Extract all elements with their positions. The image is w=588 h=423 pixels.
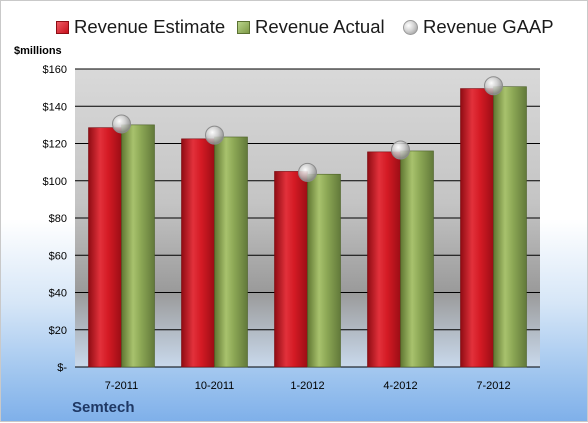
legend: Revenue Estimate Revenue Actual Revenue … xyxy=(1,16,588,42)
x-tick-label: 7-2011 xyxy=(105,380,138,392)
y-tick-label: $100 xyxy=(43,176,67,188)
legend-item-gaap: Revenue GAAP xyxy=(403,16,554,38)
bar-revenue-estimate xyxy=(367,151,401,368)
bar-revenue-estimate xyxy=(274,171,308,368)
legend-swatch-estimate xyxy=(56,20,69,34)
x-tick-label: 10-2011 xyxy=(195,380,235,392)
bar-revenue-estimate xyxy=(181,138,215,368)
bar-revenue-actual xyxy=(307,173,341,368)
bar-revenue-actual xyxy=(493,86,527,368)
legend-item-actual: Revenue Actual xyxy=(237,16,385,38)
legend-label-actual: Revenue Actual xyxy=(255,16,385,37)
x-tick-label: 7-2012 xyxy=(476,380,510,392)
marker-revenue-gaap xyxy=(391,140,410,160)
y-tick-label: $- xyxy=(57,362,67,374)
legend-swatch-actual xyxy=(237,20,250,34)
bar-revenue-actual xyxy=(121,124,155,368)
y-tick-label: $20 xyxy=(49,325,67,337)
legend-swatch-gaap xyxy=(403,19,418,35)
y-tick-label: $80 xyxy=(49,213,67,225)
bar-revenue-estimate xyxy=(460,88,494,368)
bar-revenue-actual xyxy=(400,150,434,368)
marker-revenue-gaap xyxy=(205,125,224,145)
company-label: Semtech xyxy=(72,399,135,416)
legend-item-estimate: Revenue Estimate xyxy=(56,16,225,38)
bar-revenue-actual xyxy=(214,136,248,368)
marker-revenue-gaap xyxy=(112,114,131,134)
y-tick-label: $60 xyxy=(49,250,67,262)
marker-revenue-gaap xyxy=(484,76,503,96)
y-tick-label: $160 xyxy=(43,64,67,76)
y-tick-label: $140 xyxy=(43,101,67,113)
x-tick-label: 1-2012 xyxy=(290,380,324,392)
y-tick-label: $40 xyxy=(49,288,67,300)
x-tick-label: 4-2012 xyxy=(383,380,417,392)
bar-revenue-estimate xyxy=(88,127,122,368)
legend-label-gaap: Revenue GAAP xyxy=(423,16,554,37)
y-tick-label: $120 xyxy=(43,139,67,151)
legend-label-estimate: Revenue Estimate xyxy=(74,16,226,37)
marker-revenue-gaap xyxy=(298,162,317,182)
y-axis-unit-label: $millions xyxy=(14,45,62,57)
